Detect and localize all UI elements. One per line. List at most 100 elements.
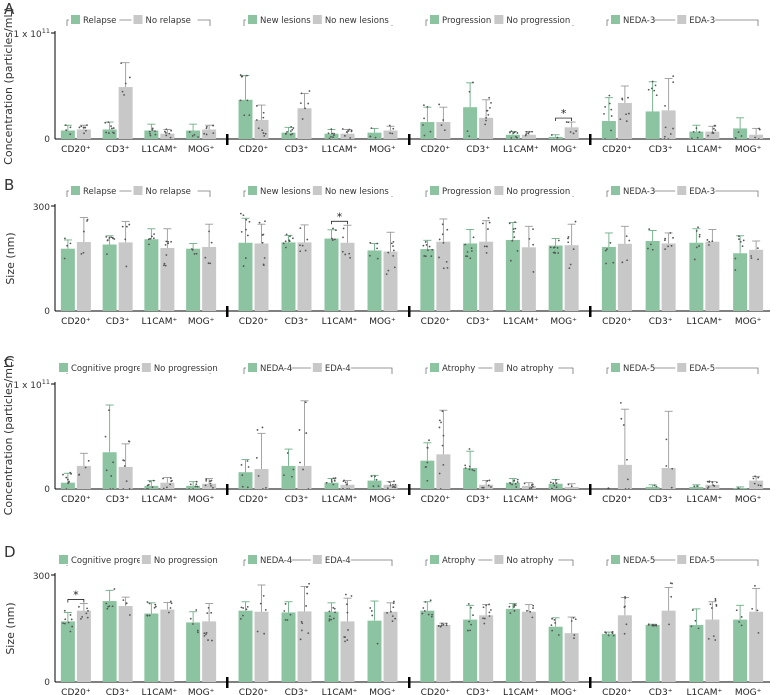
bar [281, 465, 296, 489]
data-point [527, 132, 530, 135]
data-point [62, 622, 65, 625]
data-point [568, 267, 571, 270]
data-point [706, 480, 709, 483]
data-point [741, 245, 744, 248]
bar [144, 239, 159, 311]
data-point [625, 623, 628, 626]
bar [645, 624, 660, 682]
data-point [472, 614, 474, 617]
data-point [671, 582, 674, 585]
data-point [490, 486, 492, 488]
data-point [148, 130, 151, 133]
legend-swatch [430, 186, 439, 195]
data-point [612, 634, 615, 637]
data-point [291, 128, 294, 131]
data-point [572, 248, 575, 251]
bar [254, 469, 269, 489]
data-point [388, 124, 391, 127]
data-point [464, 464, 467, 467]
legend-swatch [430, 363, 439, 372]
category-label: CD20⁺ [602, 145, 632, 155]
data-point [429, 130, 432, 133]
data-point [464, 467, 467, 469]
data-point [532, 271, 535, 273]
data-point [672, 127, 674, 130]
data-point [348, 488, 351, 490]
data-point [556, 246, 559, 249]
bar [144, 485, 159, 489]
bar [463, 619, 478, 682]
category-label: MOG⁺ [369, 317, 396, 327]
data-point [426, 479, 429, 482]
category-label: MOG⁺ [188, 317, 215, 327]
data-point [647, 247, 649, 250]
data-point [289, 133, 292, 136]
data-point [112, 461, 115, 464]
data-point [165, 134, 168, 137]
data-point [486, 109, 489, 112]
data-point [304, 249, 307, 252]
data-point [690, 625, 693, 628]
data-point [555, 482, 558, 485]
data-point [443, 129, 446, 132]
data-point [374, 475, 376, 478]
bar [463, 468, 478, 489]
data-point [148, 602, 151, 605]
data-point [555, 486, 558, 489]
group-4: NEDA-5 EDA-5 CD20⁺ CD3⁺ L1CAM⁺ MOG⁺ [589, 553, 764, 695]
group-separator [589, 677, 592, 688]
data-point [205, 631, 208, 634]
data-point [446, 266, 449, 269]
data-point [80, 252, 83, 255]
data-point [671, 467, 674, 470]
data-point [64, 618, 67, 621]
data-point [343, 134, 346, 137]
legend-swatch [611, 186, 620, 195]
data-point [469, 257, 472, 260]
data-point [390, 242, 393, 245]
data-point [464, 243, 467, 246]
y-tick-top: 300 [33, 572, 50, 582]
legend-label: Relapse [83, 187, 116, 197]
category-label: CD20⁺ [421, 688, 451, 695]
legend-swatch [611, 15, 620, 24]
data-point [113, 238, 116, 240]
category-label: L1CAM⁺ [322, 688, 358, 695]
bar [383, 484, 398, 489]
data-point [255, 105, 258, 107]
data-point [107, 121, 110, 124]
data-point [152, 479, 155, 482]
group-4: NEDA-3 EDA-3 CD20⁺ CD3⁺ L1CAM⁺ MOG⁺ [589, 184, 764, 327]
category-label: MOG⁺ [550, 145, 577, 155]
data-point [170, 129, 173, 132]
data-point [325, 481, 328, 484]
group-separator [226, 677, 229, 688]
data-point [532, 243, 535, 246]
bar [645, 111, 660, 139]
data-point [441, 223, 444, 226]
data-point [483, 622, 486, 625]
data-point [695, 127, 698, 129]
data-point [470, 247, 473, 250]
data-point [513, 480, 515, 482]
bar [144, 130, 159, 139]
data-point [328, 618, 331, 621]
data-point [573, 634, 576, 636]
legend-swatch [312, 15, 322, 24]
data-point [239, 617, 242, 620]
data-point [205, 633, 207, 636]
data-point [121, 225, 124, 228]
data-point [207, 262, 210, 265]
data-point [146, 601, 149, 603]
data-point [750, 255, 753, 257]
group-separator [408, 484, 411, 495]
data-point [483, 245, 486, 248]
data-point [195, 609, 198, 611]
data-point [572, 132, 575, 135]
data-point [567, 121, 570, 124]
data-point [512, 132, 515, 135]
bar [463, 243, 478, 311]
data-point [440, 624, 443, 627]
legend-label: NEDA-5 [623, 556, 655, 566]
bar [617, 243, 632, 311]
